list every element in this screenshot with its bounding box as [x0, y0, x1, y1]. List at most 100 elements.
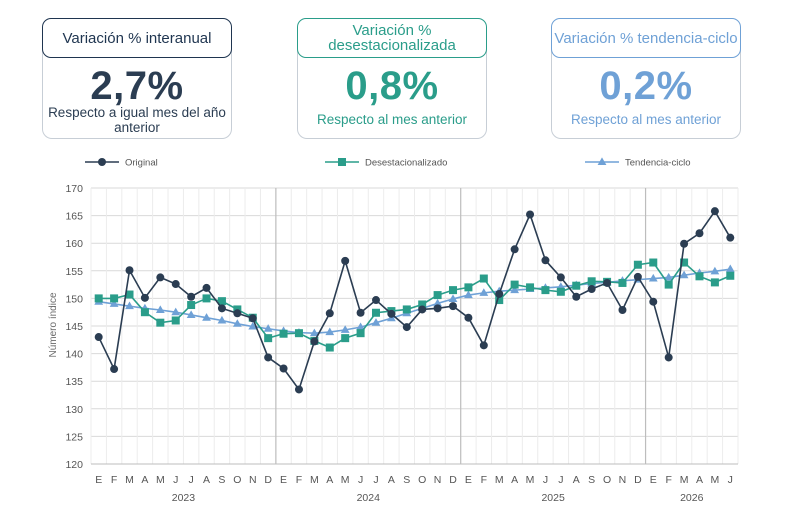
y-tick-label: 155: [65, 266, 83, 278]
data-point: [495, 296, 504, 305]
data-point: [726, 271, 735, 280]
data-point: [402, 323, 411, 332]
data-point: [202, 283, 211, 292]
x-tick-label: F: [665, 474, 671, 486]
x-tick-label: F: [111, 474, 117, 486]
data-point: [526, 283, 535, 292]
kpi-title: Variación % desestacionalizada: [297, 18, 487, 58]
data-point: [587, 277, 596, 286]
y-axis-label: Número índice: [48, 292, 59, 357]
kpi-note: Respecto al mes anterior: [570, 112, 722, 127]
data-point: [340, 325, 350, 333]
y-axis-ticks: 120 125 130 135 140 145 150 155 160 165 170: [65, 183, 83, 471]
data-point: [125, 290, 134, 299]
data-point: [325, 309, 334, 318]
x-tick-label: O: [603, 474, 611, 486]
data-point: [695, 272, 704, 281]
data-point: [433, 298, 443, 307]
data-point: [356, 329, 365, 338]
data-point: [233, 309, 242, 318]
data-point: [264, 334, 273, 343]
data-point: [98, 158, 106, 166]
x-year-label: 2024: [357, 492, 381, 504]
data-point: [232, 319, 242, 327]
x-tick-label: M: [156, 474, 165, 486]
data-point: [680, 258, 689, 267]
y-tick-label: 140: [65, 349, 83, 361]
x-tick-label: E: [95, 474, 102, 486]
data-point: [217, 297, 226, 306]
data-point: [433, 304, 442, 313]
chart-series: [94, 207, 735, 394]
data-point: [356, 308, 365, 317]
kpi-note: Respecto a igual mes del año anterior: [48, 105, 226, 135]
data-point: [618, 305, 627, 314]
x-tick-label: M: [495, 474, 504, 486]
data-point: [140, 308, 149, 317]
data-point: [541, 286, 550, 295]
data-point: [155, 305, 165, 313]
x-tick-label: F: [481, 474, 487, 486]
data-point: [325, 343, 334, 352]
data-point: [110, 365, 119, 374]
data-point: [664, 272, 674, 281]
data-point: [597, 157, 607, 165]
data-point: [572, 281, 581, 290]
x-tick-label: E: [650, 474, 657, 486]
chart-legend: Original Desestacionalizado Tendencia-cicl…: [85, 157, 690, 169]
legend-label: Original: [125, 158, 158, 169]
legend-label: Desestacionalizado: [365, 158, 447, 169]
data-point: [140, 293, 149, 302]
x-tick-label: A: [203, 474, 210, 486]
data-point: [279, 364, 288, 373]
x-tick-label: F: [296, 474, 302, 486]
data-point: [341, 256, 350, 265]
data-point: [202, 294, 211, 303]
kpi-card-frame: [551, 38, 741, 139]
data-point: [171, 280, 180, 289]
data-point: [603, 278, 612, 287]
x-tick-label: S: [218, 474, 225, 486]
x-tick-label: S: [588, 474, 595, 486]
x-tick-label: A: [573, 474, 580, 486]
data-point: [710, 207, 719, 216]
data-point: [479, 288, 489, 296]
data-point: [309, 328, 319, 337]
x-tick-label: M: [711, 474, 720, 486]
kpi-card-tendencia-ciclo: Variación % tendencia-ciclo 0,2% Respect…: [551, 18, 741, 139]
data-point: [186, 310, 196, 318]
data-point: [479, 274, 488, 283]
data-point: [371, 318, 381, 326]
data-point: [556, 273, 565, 282]
y-tick-label: 165: [65, 211, 83, 223]
data-point: [479, 341, 488, 350]
data-point: [156, 318, 165, 327]
data-point: [449, 302, 458, 311]
data-point: [649, 258, 658, 267]
data-point: [171, 307, 181, 316]
data-point: [464, 313, 473, 322]
data-point: [187, 292, 196, 301]
x-tick-label: A: [388, 474, 395, 486]
x-tick-label: J: [358, 474, 363, 486]
y-tick-label: 125: [65, 431, 83, 443]
data-point: [356, 322, 365, 331]
data-point: [587, 285, 596, 294]
x-tick-label: S: [403, 474, 410, 486]
x-tick-label: A: [696, 474, 703, 486]
data-point: [125, 301, 134, 310]
data-point: [710, 266, 720, 275]
data-point: [633, 272, 642, 281]
data-point: [448, 294, 458, 302]
data-point: [710, 278, 719, 287]
data-point: [541, 256, 550, 265]
data-point: [618, 278, 627, 287]
x-tick-label: J: [543, 474, 548, 486]
x-tick-label: D: [634, 474, 642, 486]
chart-grid: [90, 187, 739, 465]
kpi-title: Variación % interanual: [42, 18, 232, 58]
y-tick-label: 135: [65, 376, 83, 388]
data-point: [572, 292, 581, 301]
y-tick-label: 150: [65, 293, 83, 305]
legend-item: Tendencia-ciclo: [585, 157, 690, 169]
